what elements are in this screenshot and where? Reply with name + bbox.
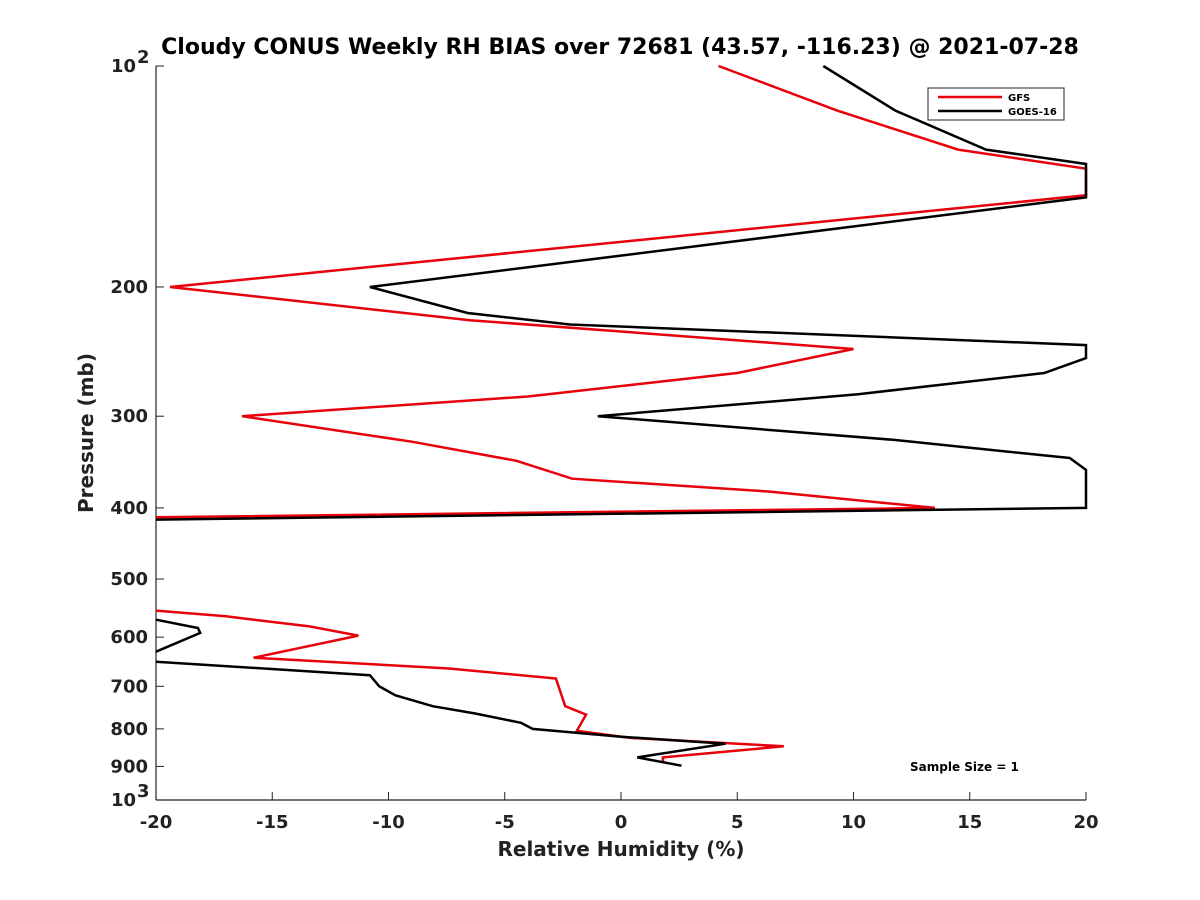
sample-size-annotation: Sample Size = 1 xyxy=(910,760,1019,774)
y-tick-exponent: 3 xyxy=(137,781,150,802)
y-tick-label: 300 xyxy=(110,406,148,427)
plot-area: -20 -15 -10 -5 0 5 10 15 20 10 220030040050060070… xyxy=(110,47,1098,833)
y-tick-label: 200 xyxy=(110,277,148,298)
x-tick-label: -20 xyxy=(140,812,173,833)
y-tick-label: 500 xyxy=(110,569,148,590)
y-tick-label: 800 xyxy=(110,719,148,740)
chart-title: Cloudy CONUS Weekly RH BIAS over 72681 (… xyxy=(161,35,1079,60)
legend-box xyxy=(927,87,1065,121)
legend-label-gfs: GFS xyxy=(1008,93,1030,104)
legend-label-goes-16: GOES-16 xyxy=(1008,107,1057,118)
x-tick-label: 15 xyxy=(957,812,982,833)
x-axis-label: Relative Humidity (%) xyxy=(497,837,744,861)
y-tick-label: 600 xyxy=(110,627,148,648)
x-tick-label: 0 xyxy=(615,812,628,833)
legend: GFS GOES-16 xyxy=(927,87,1065,121)
y-tick-label: 10 xyxy=(111,56,136,77)
y-tick-label: 400 xyxy=(110,498,148,519)
y-tick-label: 10 xyxy=(111,790,136,811)
series-line-goes-16 xyxy=(155,64,1088,767)
series-lines xyxy=(155,64,1088,767)
y-tick-label: 700 xyxy=(110,676,148,697)
x-tick-label: 20 xyxy=(1073,812,1098,833)
x-tick-label: 10 xyxy=(841,812,866,833)
x-tick-label: -5 xyxy=(495,812,515,833)
x-tick-label: 5 xyxy=(731,812,744,833)
series-line-gfs xyxy=(155,64,1088,763)
x-tick-label: -10 xyxy=(372,812,405,833)
x-ticks: -20 -15 -10 -5 0 5 10 15 20 xyxy=(140,792,1099,833)
y-axis-label: Pressure (mb) xyxy=(74,353,98,513)
y-tick-exponent: 2 xyxy=(137,47,150,68)
x-tick-label: -15 xyxy=(256,812,289,833)
y-tick-label: 900 xyxy=(110,756,148,777)
